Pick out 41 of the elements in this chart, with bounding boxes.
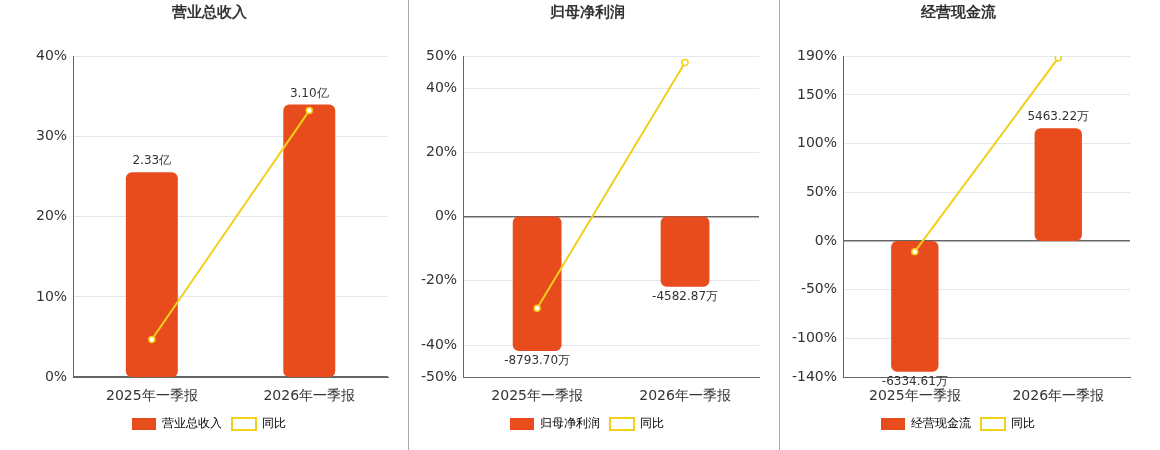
x-tick-label: 2026年一季报 bbox=[639, 387, 731, 404]
y-tick-label: 40% bbox=[426, 78, 458, 95]
x-tick-label: 2025年一季报 bbox=[491, 387, 583, 404]
y-tick-label: -50% bbox=[800, 280, 838, 297]
legend-label: 经营现金流 bbox=[911, 416, 971, 431]
y-tick-label: 20% bbox=[35, 207, 68, 224]
chart-title: 营业总收入 bbox=[170, 2, 248, 21]
x-tick-label: 2025年一季报 bbox=[106, 387, 198, 404]
y-tick-label: -140% bbox=[792, 367, 838, 384]
y-tick-label: 50% bbox=[426, 46, 458, 63]
y-tick-label: 50% bbox=[805, 182, 838, 199]
y-tick-label: 30% bbox=[35, 126, 68, 143]
data-label: -6334.61万 bbox=[881, 373, 948, 388]
legend-label: 营业总收入 bbox=[162, 416, 222, 431]
legend-label: 同比 bbox=[1011, 416, 1035, 431]
data-label: 2.33亿 bbox=[132, 153, 172, 168]
y-tick-label: -40% bbox=[421, 335, 458, 352]
x-tick-label: 2026年一季报 bbox=[263, 387, 356, 404]
y-tick-label: 20% bbox=[426, 143, 458, 159]
y-tick-label: 0% bbox=[44, 367, 68, 384]
x-tick-label: 2026年一季报 bbox=[1012, 387, 1105, 404]
y-tick-label: 40% bbox=[35, 46, 68, 63]
y-tick-label: 0% bbox=[434, 207, 458, 224]
y-tick-label: 0% bbox=[814, 231, 838, 248]
data-label: -4582.87万 bbox=[652, 288, 719, 303]
y-tick-label: 10% bbox=[35, 287, 68, 304]
legend-label: 归母净利润 bbox=[540, 416, 600, 431]
y-tick-label: -100% bbox=[792, 328, 838, 345]
x-tick-label: 2025年一季报 bbox=[868, 387, 961, 404]
data-label: -8793.70万 bbox=[504, 353, 571, 368]
data-label: 5463.22万 bbox=[1027, 109, 1090, 124]
chart-title: 归母净利润 bbox=[548, 2, 625, 21]
y-tick-label: 190% bbox=[797, 46, 838, 63]
legend-label: 同比 bbox=[262, 416, 286, 431]
y-tick-label: -20% bbox=[421, 271, 458, 288]
y-tick-label: 100% bbox=[797, 134, 838, 151]
data-label: 3.10亿 bbox=[289, 85, 329, 100]
y-tick-label: 150% bbox=[797, 85, 838, 102]
chart-title: 经营现金流 bbox=[919, 2, 997, 21]
legend-label: 同比 bbox=[640, 416, 664, 431]
y-tick-label: -50% bbox=[421, 367, 458, 384]
